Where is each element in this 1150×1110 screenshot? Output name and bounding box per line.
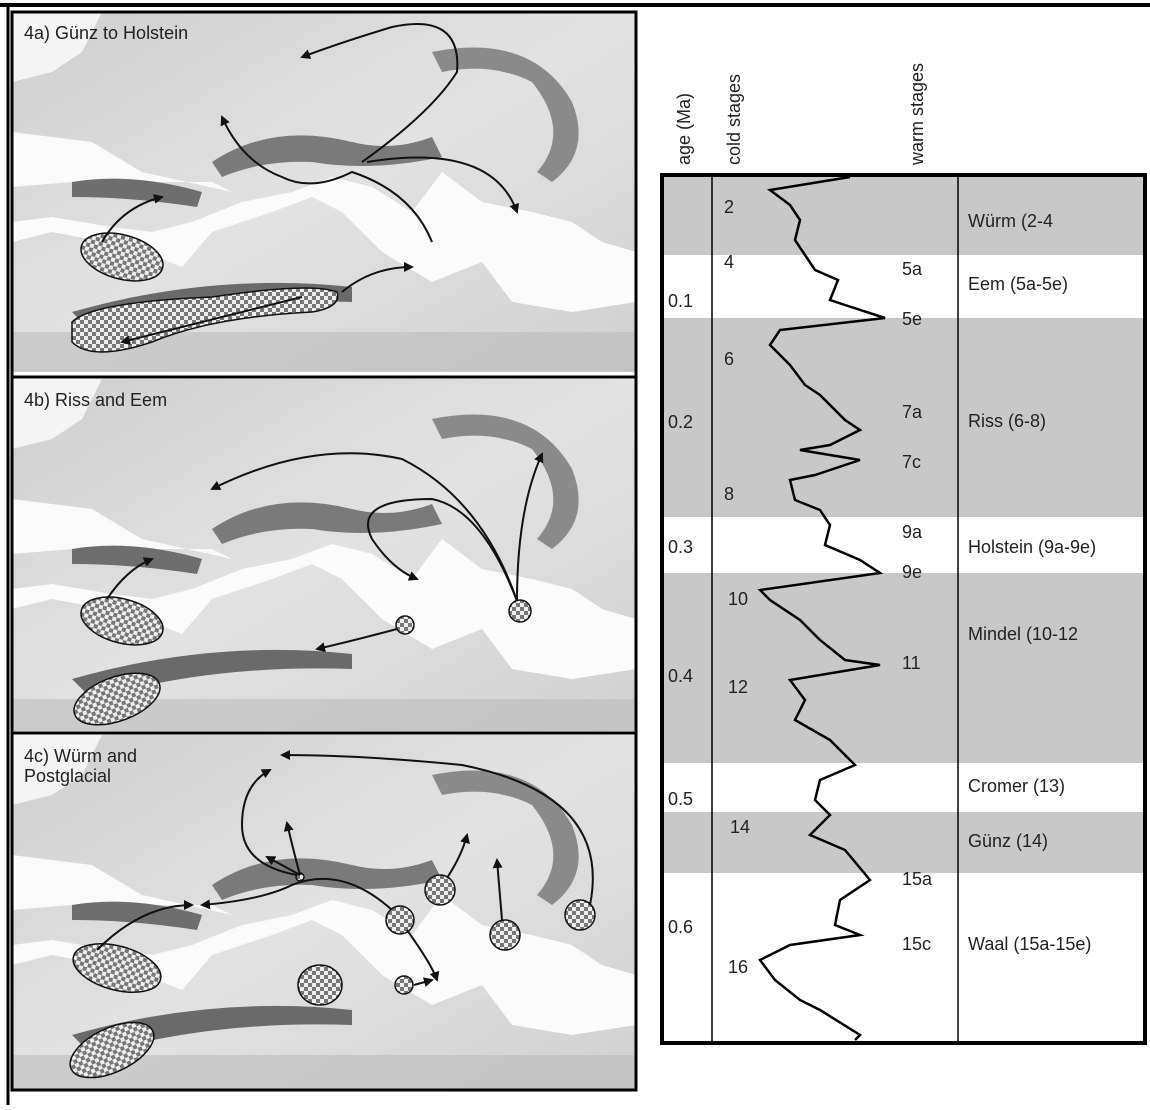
cold-stage-label: 2 (724, 197, 734, 217)
warm-stage-label: 11 (902, 653, 921, 673)
age-label: 0.2 (668, 412, 693, 432)
timescale: age (Ma) cold stages warm stages 0.1 0.2 0… (662, 63, 1145, 1043)
period-label: Cromer (13) (968, 776, 1065, 796)
panel-label-line: Postglacial (24, 766, 111, 786)
warm-stage-label: 7c (902, 452, 921, 472)
period-label: Riss (6-8) (968, 411, 1046, 431)
warm-stage-label: 5e (902, 309, 922, 329)
cold-stage-label: 10 (728, 589, 748, 609)
cold-stage-label: 16 (728, 957, 748, 977)
refugium (509, 600, 531, 622)
period-label: Günz (14) (968, 831, 1048, 851)
panel-label: 4b) Riss and Eem (24, 390, 167, 410)
age-label: 0.4 (668, 666, 693, 686)
period-label: Würm (2-4 (968, 211, 1053, 231)
panel-label-line: 4c) Würm and (24, 746, 137, 766)
period-label: Waal (15a-15e) (968, 934, 1091, 954)
period-label: Eem (5a-5e) (968, 274, 1068, 294)
refugium (298, 965, 342, 1005)
age-label: 0.1 (668, 291, 693, 311)
warm-stage-label: 9a (902, 522, 923, 542)
refugium (395, 976, 413, 994)
warm-stage-label: 15a (902, 869, 933, 889)
refugium (490, 920, 520, 950)
map-panel: 4a) Günz to Holstein (12, 12, 636, 372)
age-label: 0.3 (668, 537, 693, 557)
cold-stage-label: 6 (724, 349, 734, 369)
cold-stage-label: 14 (730, 817, 750, 837)
cold-band (662, 177, 1145, 255)
warm-stage-label: 5a (902, 259, 923, 279)
refugium (386, 906, 414, 934)
period-label: Mindel (10-12 (968, 624, 1078, 644)
map-panel: 4b) Riss and Eem (12, 379, 636, 739)
column-header: warm stages (907, 63, 927, 166)
cold-stage-label: 12 (728, 677, 748, 697)
column-header: age (Ma) (674, 93, 694, 165)
warm-stage-label: 9e (902, 562, 922, 582)
refugium (396, 616, 414, 634)
column-header: cold stages (724, 74, 744, 165)
period-label: Holstein (9a-9e) (968, 537, 1096, 557)
warm-stage-label: 7a (902, 402, 923, 422)
refugium (425, 875, 455, 905)
warm-stage-label: 15c (902, 934, 931, 954)
panel-label: 4a) Günz to Holstein (24, 23, 188, 43)
cold-stage-label: 8 (724, 484, 734, 504)
age-label: 0.5 (668, 789, 693, 809)
figure: 4a) Günz to Holstein 4b) Riss and Eem 4c… (0, 0, 1150, 1105)
age-label: 0.6 (668, 917, 693, 937)
cold-stage-label: 4 (724, 252, 734, 272)
